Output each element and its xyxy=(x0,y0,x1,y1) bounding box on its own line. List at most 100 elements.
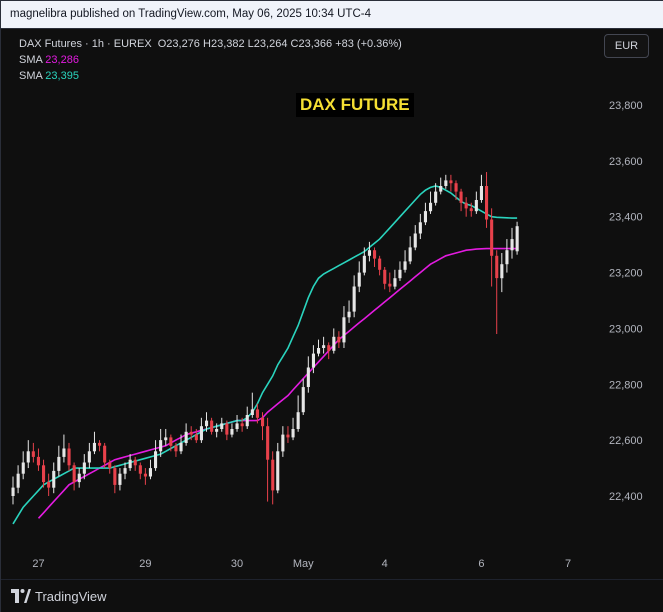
candle-body[interactable] xyxy=(276,451,280,491)
candle-body[interactable] xyxy=(266,426,270,460)
candle-body[interactable] xyxy=(459,191,463,203)
candle-body[interactable] xyxy=(505,250,509,265)
candle-body[interactable] xyxy=(87,451,91,463)
candle-body[interactable] xyxy=(235,423,239,429)
candle-body[interactable] xyxy=(143,473,147,477)
tradingview-brand[interactable]: TradingView xyxy=(35,589,107,604)
candle-body[interactable] xyxy=(383,269,387,284)
candle-body[interactable] xyxy=(261,417,265,427)
candle-body[interactable] xyxy=(474,200,478,212)
candle-body[interactable] xyxy=(159,440,163,452)
candle-body[interactable] xyxy=(434,191,438,203)
legend-sma-fast[interactable]: SMA 23,286 xyxy=(19,52,402,68)
candle-body[interactable] xyxy=(510,239,514,251)
candle-body[interactable] xyxy=(225,423,229,435)
candle-body[interactable] xyxy=(281,434,285,452)
candle-body[interactable] xyxy=(317,348,321,354)
candle-body[interactable] xyxy=(42,465,46,483)
candle-body[interactable] xyxy=(429,202,433,212)
candle-body[interactable] xyxy=(199,426,203,441)
candle-body[interactable] xyxy=(342,317,346,343)
candle-body[interactable] xyxy=(16,473,20,488)
candle-body[interactable] xyxy=(423,211,427,223)
candle-body[interactable] xyxy=(327,345,331,351)
candle-body[interactable] xyxy=(255,409,259,418)
candle-body[interactable] xyxy=(347,311,351,318)
candle-body[interactable] xyxy=(352,286,356,312)
candle-body[interactable] xyxy=(464,202,468,209)
candle-body[interactable] xyxy=(408,247,412,262)
legend-sma-slow[interactable]: SMA 23,395 xyxy=(19,68,402,84)
candle-body[interactable] xyxy=(245,415,249,427)
candle-body[interactable] xyxy=(174,445,178,452)
candle-body[interactable] xyxy=(230,429,234,435)
candle-body[interactable] xyxy=(495,255,499,279)
candle-body[interactable] xyxy=(413,233,417,248)
candle-body[interactable] xyxy=(479,186,483,200)
legend-ohlc-line[interactable]: DAX Futures · 1h · EUREX O23,276 H23,382… xyxy=(19,36,402,52)
candle-body[interactable] xyxy=(301,387,305,413)
candle-body[interactable] xyxy=(148,468,152,477)
candle-body[interactable] xyxy=(179,442,183,452)
candle-body[interactable] xyxy=(311,353,315,368)
candle-body[interactable] xyxy=(332,336,336,351)
candle-body[interactable] xyxy=(439,186,443,192)
candle-body[interactable] xyxy=(164,437,168,441)
candle-body[interactable] xyxy=(515,226,519,252)
candle-body[interactable] xyxy=(52,470,56,488)
candle-body[interactable] xyxy=(240,423,244,427)
candle-body[interactable] xyxy=(47,482,51,488)
candle-body[interactable] xyxy=(138,465,142,474)
candle-body[interactable] xyxy=(250,409,254,415)
candle-body[interactable] xyxy=(113,468,117,485)
candle-body[interactable] xyxy=(154,451,158,469)
candle-body[interactable] xyxy=(194,434,198,441)
tradingview-logo-icon[interactable] xyxy=(11,589,31,603)
candle-body[interactable] xyxy=(118,473,122,485)
candle-body[interactable] xyxy=(373,250,377,259)
candle-body[interactable] xyxy=(215,429,219,432)
candle-body[interactable] xyxy=(306,367,310,388)
candle-body[interactable] xyxy=(82,462,86,474)
candle-body[interactable] xyxy=(286,434,290,438)
candle-body[interactable] xyxy=(220,423,224,429)
candle-body[interactable] xyxy=(36,456,40,466)
candle-body[interactable] xyxy=(103,445,107,463)
candle-body[interactable] xyxy=(210,420,214,432)
chart-annotation-title[interactable]: DAX FUTURE xyxy=(296,93,414,117)
candle-body[interactable] xyxy=(398,269,402,279)
candle-body[interactable] xyxy=(291,429,295,438)
candle-body[interactable] xyxy=(98,442,102,446)
candle-body[interactable] xyxy=(31,451,35,457)
candle-body[interactable] xyxy=(500,264,504,279)
candle-body[interactable] xyxy=(92,442,96,452)
sma-slow-line[interactable] xyxy=(37,247,518,519)
candle-body[interactable] xyxy=(357,272,361,287)
candle-body[interactable] xyxy=(490,219,494,256)
candle-body[interactable] xyxy=(57,456,61,471)
candle-body[interactable] xyxy=(271,459,275,491)
candle-body[interactable] xyxy=(367,250,371,256)
candle-body[interactable] xyxy=(21,462,25,474)
candle-body[interactable] xyxy=(322,345,326,348)
candle-body[interactable] xyxy=(403,261,407,270)
candle-body[interactable] xyxy=(26,451,30,463)
price-chart[interactable]: 22,400 22,600 22,800 23,000 23,200 23,400 23,6… xyxy=(1,29,663,579)
sma-fast-line[interactable] xyxy=(12,185,518,525)
candle-body[interactable] xyxy=(454,183,458,192)
candle-body[interactable] xyxy=(184,431,188,443)
candle-body[interactable] xyxy=(108,462,112,469)
candle-body[interactable] xyxy=(393,278,397,287)
candle-body[interactable] xyxy=(378,258,382,270)
candle-body[interactable] xyxy=(123,468,127,474)
candle-body[interactable] xyxy=(296,412,300,429)
candle-body[interactable] xyxy=(128,459,132,469)
candle-body[interactable] xyxy=(62,448,66,457)
candle-body[interactable] xyxy=(362,255,366,273)
currency-button[interactable]: EUR xyxy=(604,34,649,58)
candle-body[interactable] xyxy=(72,465,76,483)
candle-body[interactable] xyxy=(485,186,489,220)
candle-body[interactable] xyxy=(388,283,392,287)
chart-canvas[interactable]: 22,400 22,600 22,800 23,000 23,200 23,400 23,6… xyxy=(1,29,663,579)
candle-body[interactable] xyxy=(449,180,453,184)
